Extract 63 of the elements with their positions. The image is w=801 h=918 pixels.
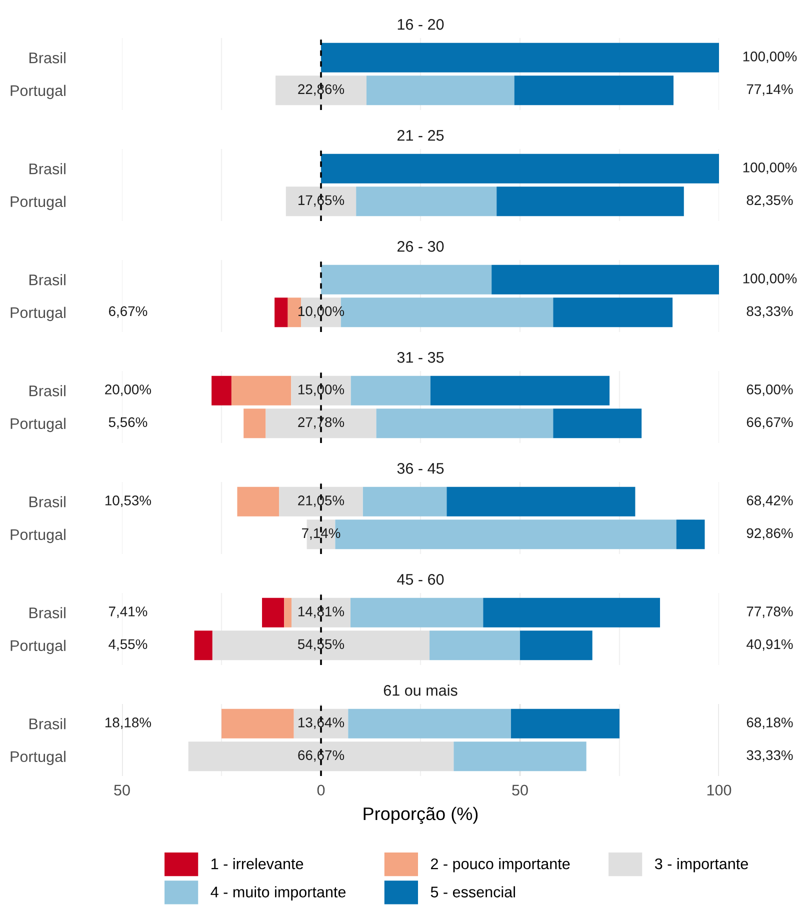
annotation: 7,41% — [108, 606, 148, 618]
legend-label: 2 - pouco importante — [431, 858, 570, 872]
legend-label: 1 - irrelevante — [212, 858, 304, 870]
data-label: 21,05% — [298, 496, 344, 508]
y-tick-label: Brasil — [29, 163, 66, 174]
data-label: 66,67% — [298, 750, 344, 762]
annotation: 18,18% — [105, 718, 152, 730]
chart-title: 45 - 60 — [397, 574, 444, 585]
text: 68,42% — [746, 496, 793, 508]
data-label: 27,78% — [298, 417, 344, 429]
data-label: 13,64% — [298, 718, 344, 730]
legend-label: 4 - muito importante — [210, 886, 346, 900]
text: 40,91% — [746, 639, 793, 651]
legend-label: 5 - essencial — [430, 886, 515, 898]
text: 77,14% — [746, 84, 793, 96]
y-tick-label: Brasil — [29, 274, 66, 286]
y-tick-label: Portugal — [10, 306, 66, 322]
y-tick-label: Brasil — [29, 496, 66, 508]
y-tick-label: Portugal — [10, 418, 66, 432]
x-tick-label: 0 — [317, 784, 325, 796]
x-tick-label: 50 — [512, 784, 528, 796]
legend-label: 3 - importante — [654, 858, 748, 872]
text: 66,67% — [746, 417, 793, 429]
data-label: 7,14% — [302, 528, 340, 540]
chart-title: 31 - 35 — [397, 352, 444, 363]
chart-title: 21 - 25 — [397, 130, 444, 141]
annotation: 6,67% — [108, 306, 148, 318]
y-tick-label: Portugal — [10, 84, 66, 100]
text: 100,00% — [743, 162, 797, 174]
text: 83,33% — [746, 306, 793, 318]
annotation: 10,53% — [105, 496, 152, 508]
chart-title: 26 - 30 — [397, 241, 444, 252]
text: 33,33% — [746, 750, 793, 762]
y-tick-label: Portugal — [10, 528, 66, 544]
data-label: 22,86% — [298, 84, 344, 96]
x-axis-title: Proporção (%) — [364, 806, 478, 824]
annotation: 5,56% — [108, 417, 148, 429]
y-tick-label: Brasil — [29, 607, 66, 618]
y-tick-label: Brasil — [29, 718, 66, 730]
y-tick-label: Portugal — [10, 750, 66, 766]
data-label: 14,81% — [298, 606, 344, 618]
chart-title: 16 - 20 — [398, 19, 444, 30]
y-tick-label: Portugal — [10, 196, 66, 210]
text: 65,00% — [746, 384, 793, 396]
data-label: 54,55% — [298, 639, 344, 651]
y-tick-label: Brasil — [29, 385, 66, 396]
data-label: 17,65% — [298, 195, 344, 207]
data-label: 15,00% — [298, 384, 344, 396]
text: 68,18% — [746, 718, 793, 730]
text: 100,00% — [743, 274, 797, 286]
text: 77,78% — [746, 606, 793, 618]
data-label: 10,00% — [298, 306, 344, 318]
text: 92,86% — [746, 528, 793, 540]
y-tick-label: Portugal — [10, 640, 66, 654]
text: 100,00% — [743, 52, 797, 64]
annotation: 4,55% — [108, 639, 148, 651]
x-tick-label: 50 — [114, 784, 130, 796]
x-tick-label: 100 — [707, 784, 732, 796]
y-tick-label: Brasil — [29, 52, 66, 64]
chart-title: 36 - 45 — [397, 463, 444, 474]
text: 82,35% — [746, 195, 793, 207]
chart-title: 61 ou mais — [384, 684, 458, 696]
annotation: 20,00% — [105, 384, 152, 396]
